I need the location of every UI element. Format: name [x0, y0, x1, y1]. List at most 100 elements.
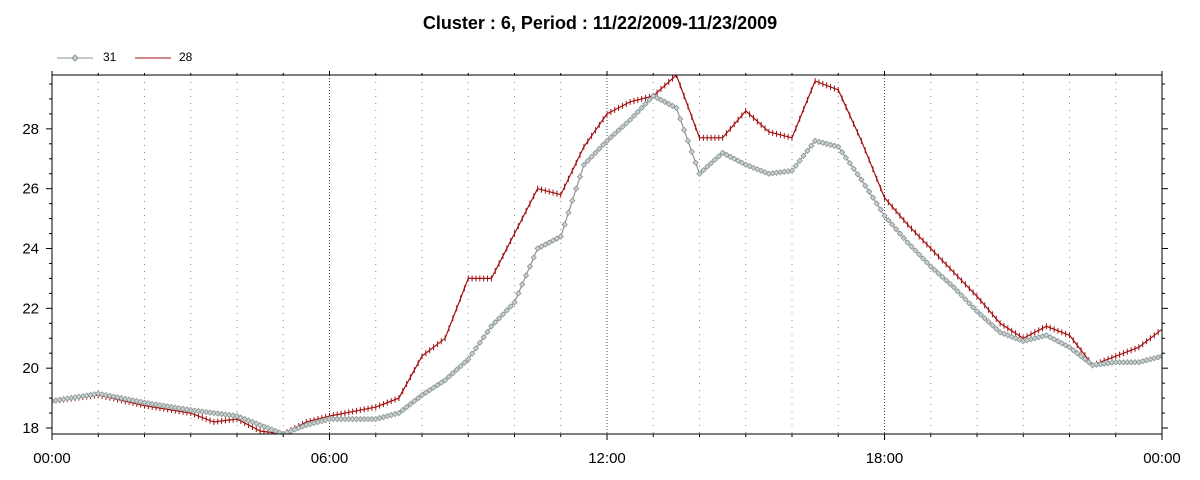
data-point: [457, 363, 464, 370]
data-point: [199, 408, 206, 415]
data-point: [522, 272, 530, 279]
series-line-28: [52, 75, 1162, 434]
data-point: [515, 290, 522, 297]
data-point: [588, 153, 595, 160]
data-point: [403, 403, 410, 411]
y-tick-label: 22: [22, 300, 39, 317]
data-point: [677, 115, 684, 123]
data-point: [569, 197, 576, 204]
data-point: [958, 292, 965, 299]
data-point: [927, 263, 934, 270]
data-point: [1000, 330, 1008, 337]
data-point: [943, 277, 950, 284]
data-point: [484, 328, 491, 335]
data-point: [673, 104, 680, 112]
data-point: [796, 157, 803, 164]
data-point: [731, 155, 738, 162]
data-point: [661, 98, 668, 106]
data-point: [1047, 334, 1054, 341]
data-point: [438, 379, 445, 386]
data-point: [507, 303, 514, 310]
data-point: [407, 400, 414, 408]
data-point: [650, 92, 657, 100]
data-point: [642, 100, 649, 108]
data-point: [950, 284, 958, 291]
x-tick-label: 06:00: [311, 450, 349, 467]
data-point: [110, 393, 117, 400]
data-point: [218, 410, 225, 418]
data-point: [561, 221, 568, 228]
x-tick-label: 12:00: [588, 450, 626, 467]
legend-label-series-28: 28: [179, 50, 193, 64]
data-point: [688, 148, 695, 155]
data-point: [1062, 342, 1069, 349]
data-point: [133, 397, 140, 405]
data-point: [418, 391, 426, 399]
data-point: [653, 94, 661, 102]
data-point: [549, 237, 557, 244]
data-point: [499, 311, 507, 318]
data-point: [465, 356, 472, 363]
data-point: [137, 398, 144, 406]
data-point: [229, 412, 237, 419]
data-point: [553, 235, 561, 242]
x-tick-label: 00:00: [33, 450, 71, 467]
data-point: [576, 173, 584, 180]
data-point: [1077, 353, 1085, 360]
data-point: [896, 230, 904, 237]
data-point: [719, 149, 726, 156]
data-point: [411, 397, 418, 405]
data-point: [1050, 336, 1058, 343]
data-point: [187, 406, 194, 414]
data-point: [792, 162, 800, 169]
data-point: [892, 225, 900, 233]
data-point: [441, 376, 449, 384]
data-point: [935, 270, 942, 277]
data-point: [1054, 338, 1062, 345]
series-layer: [52, 75, 1162, 434]
data-point: [704, 163, 711, 170]
data-point: [734, 157, 742, 164]
data-point: [422, 389, 430, 396]
data-point: [526, 263, 534, 270]
data-point: [430, 384, 437, 391]
data-point: [179, 405, 187, 412]
data-point: [414, 394, 422, 402]
data-point: [939, 273, 946, 281]
data-point: [226, 411, 233, 419]
y-tick-label: 18: [22, 420, 39, 437]
data-point: [750, 164, 757, 171]
data-point: [638, 104, 645, 112]
data-point: [811, 137, 819, 144]
data-point: [599, 141, 607, 148]
data-point: [923, 259, 931, 266]
data-point: [684, 137, 692, 144]
data-point: [503, 307, 510, 314]
data-point: [900, 234, 907, 242]
data-point: [877, 206, 884, 213]
data-point: [183, 406, 191, 413]
data-point: [838, 149, 846, 156]
data-point: [156, 401, 164, 409]
axes: 00:00 06:00 12:00 18:00 00:00 18 20 22 24 26 28: [22, 71, 1181, 467]
data-point: [788, 167, 796, 174]
data-point: [862, 182, 869, 189]
data-point: [488, 323, 495, 330]
data-point: [129, 397, 137, 404]
data-point: [461, 359, 468, 366]
data-point: [800, 152, 807, 159]
data-point: [472, 345, 480, 352]
data-point: [842, 154, 850, 161]
data-point: [657, 96, 665, 104]
data-point: [973, 308, 981, 315]
data-point: [634, 108, 641, 116]
data-point: [696, 170, 703, 177]
data-point: [468, 350, 476, 357]
data-point: [885, 216, 892, 224]
data-point: [985, 318, 992, 325]
data-point: [619, 123, 626, 131]
data-point: [916, 251, 923, 258]
data-point: [453, 366, 460, 373]
data-point: [977, 311, 985, 318]
